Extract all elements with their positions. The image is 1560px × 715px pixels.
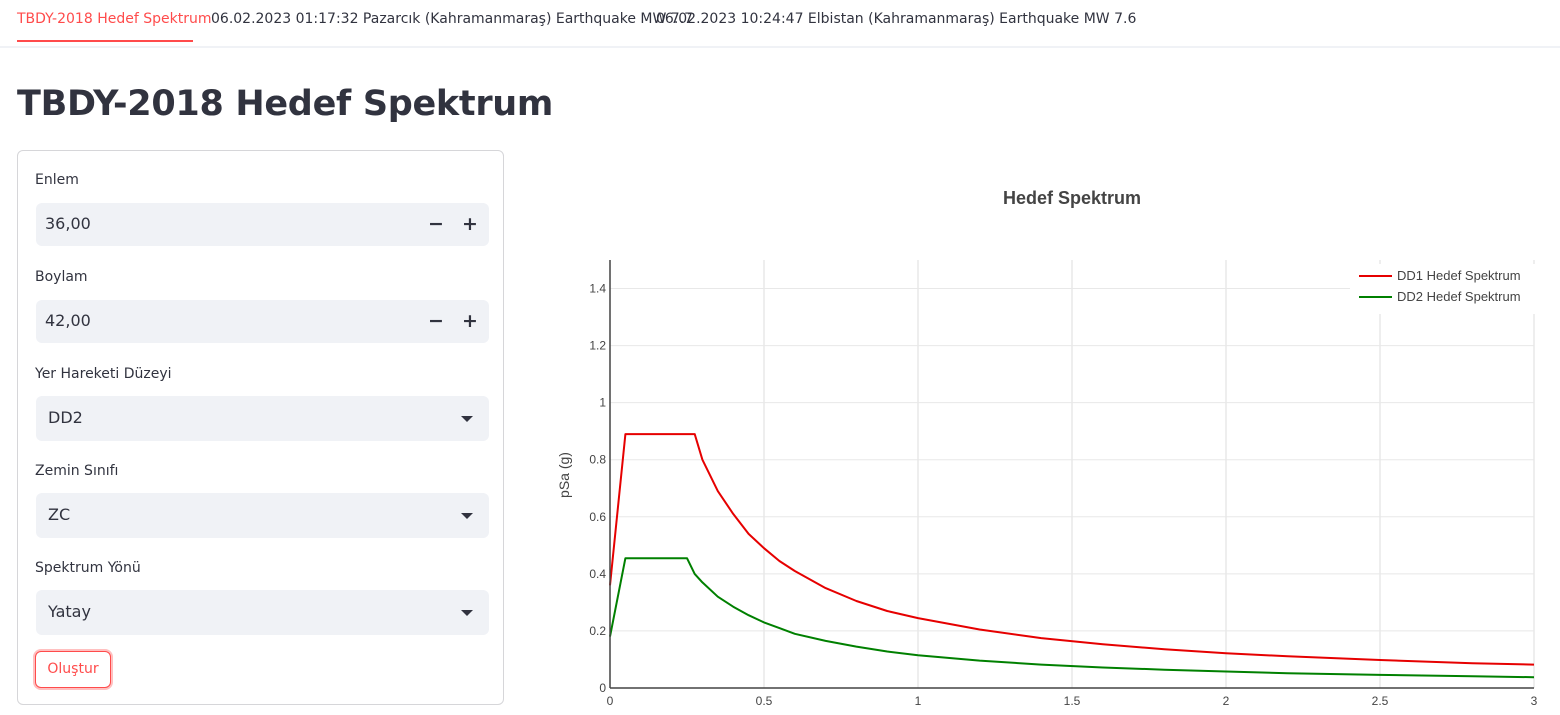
x-tick-label: 3 xyxy=(1531,694,1538,708)
y-tick-label: 1.2 xyxy=(589,339,606,353)
x-tick-label: 1 xyxy=(915,694,922,708)
direction-select[interactable]: Yatay xyxy=(36,590,489,635)
series-line-2 xyxy=(609,557,1535,679)
y-tick-label: 1.4 xyxy=(589,282,606,296)
lat-decrement-button[interactable]: − xyxy=(428,213,444,235)
chart-series xyxy=(609,433,1535,679)
chart-legend[interactable]: DD1 Hedef Spektrum DD2 Hedef Spektrum xyxy=(1350,264,1535,314)
x-tick-label: 0 xyxy=(607,694,614,708)
y-tick-label: 0.2 xyxy=(589,624,606,638)
soil-class-select[interactable]: ZC xyxy=(36,493,489,538)
x-tick-label: 1.5 xyxy=(1064,694,1081,708)
x-tick-label: 2 xyxy=(1223,694,1230,708)
legend-item[interactable]: DD2 Hedef Spektrum xyxy=(1397,289,1521,304)
page-title: TBDY-2018 Hedef Spektrum xyxy=(17,84,554,124)
lat-label: Enlem xyxy=(35,172,79,188)
tab-elbistan-earthquake[interactable]: 06.02.2023 10:24:47 Elbistan (Kahramanma… xyxy=(656,11,1137,27)
lon-decrement-button[interactable]: − xyxy=(428,310,444,332)
x-tick-label: 0.5 xyxy=(756,694,773,708)
lon-value[interactable]: 42,00 xyxy=(45,311,91,330)
tab-bar: TBDY-2018 Hedef Spektrum 06.02.2023 01:1… xyxy=(0,0,1560,48)
chart-grid xyxy=(610,260,1535,688)
direction-label: Spektrum Yönü xyxy=(35,560,141,576)
chevron-down-icon[interactable] xyxy=(461,416,473,422)
spectrum-chart[interactable]: Hedef Spektrum 0 0.5 1 1.5 2 2.5 3 0 0.2 0.4 0.6 0.… xyxy=(555,160,1545,715)
lat-value[interactable]: 36,00 xyxy=(45,214,91,233)
y-tick-label: 0.8 xyxy=(589,453,606,467)
chart-axes xyxy=(609,260,1534,689)
ground-motion-value: DD2 xyxy=(48,408,83,427)
y-tick-label: 0 xyxy=(599,681,606,695)
lon-number-input[interactable]: 42,00 − + xyxy=(36,300,489,343)
soil-class-value: ZC xyxy=(48,505,71,524)
ground-motion-select[interactable]: DD2 xyxy=(36,396,489,441)
legend-item[interactable]: DD1 Hedef Spektrum xyxy=(1397,268,1521,283)
y-axis-label: pSa (g) xyxy=(556,452,572,498)
y-tick-label: 1 xyxy=(599,396,606,410)
y-tick-label: 0.4 xyxy=(589,567,606,581)
spectrum-form: Enlem 36,00 − + Boylam 42,00 − + Yer Har… xyxy=(17,150,504,705)
active-tab-indicator xyxy=(17,40,193,42)
x-tick-label: 2.5 xyxy=(1372,694,1389,708)
create-button[interactable]: Oluştur xyxy=(35,651,111,688)
lon-label: Boylam xyxy=(35,269,88,285)
tab-hedef-spektrum[interactable]: TBDY-2018 Hedef Spektrum xyxy=(17,11,212,27)
lat-number-input[interactable]: 36,00 − + xyxy=(36,203,489,246)
y-tick-label: 0.6 xyxy=(589,510,606,524)
lon-increment-button[interactable]: + xyxy=(462,310,478,332)
legend-background xyxy=(1350,264,1535,314)
chevron-down-icon[interactable] xyxy=(461,513,473,519)
lat-increment-button[interactable]: + xyxy=(462,213,478,235)
soil-class-label: Zemin Sınıfı xyxy=(35,463,119,479)
chart-ticks: 0 0.5 1 1.5 2 2.5 3 0 0.2 0.4 0.6 0.8 1 1.2 1.4 xyxy=(589,282,1537,708)
chart-title: Hedef Spektrum xyxy=(1003,188,1141,208)
tab-pazarcik-earthquake[interactable]: 06.02.2023 01:17:32 Pazarcık (Kahramanma… xyxy=(211,11,694,27)
series-line-1 xyxy=(609,433,1535,666)
ground-motion-label: Yer Hareketi Düzeyi xyxy=(35,366,172,382)
chevron-down-icon[interactable] xyxy=(461,610,473,616)
direction-value: Yatay xyxy=(48,602,91,621)
